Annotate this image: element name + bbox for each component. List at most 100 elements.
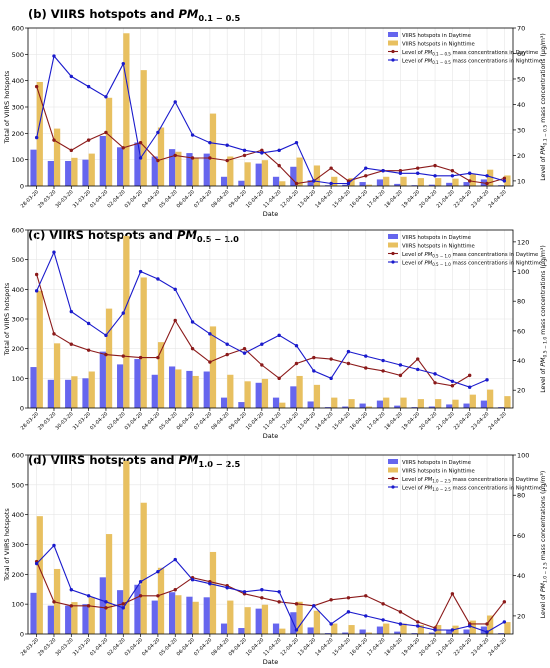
- chart-title-sub: 0.5 − 1.0: [197, 234, 239, 244]
- point-daytime: [52, 138, 56, 142]
- point-daytime: [86, 138, 91, 142]
- point-nighttime: [173, 557, 177, 562]
- point-daytime: [346, 179, 351, 183]
- legend-label-suffix: mass concentrations in Daytime: [451, 477, 538, 483]
- y-tick-label-right: 80: [517, 298, 525, 306]
- chart-title: (b) VIIRS hotspots and PM0.1 − 0.5: [28, 7, 241, 23]
- bar-daytime: [307, 401, 314, 408]
- bar-daytime: [255, 608, 262, 634]
- bar-nighttime: [71, 157, 78, 186]
- point-daytime: [121, 146, 125, 150]
- point-nighttime: [52, 250, 56, 254]
- bar-daytime: [117, 147, 124, 186]
- line-daytime: [36, 561, 505, 629]
- point-daytime: [225, 158, 229, 163]
- x-axis-label: Date: [263, 658, 279, 666]
- bar-daytime: [99, 135, 106, 186]
- legend-label-pm: PM: [424, 59, 432, 65]
- chart-panel-2: (d) VIIRS hotspots and PM1.0 − 2.5 0 100 20…: [3, 452, 549, 667]
- bar-daytime: [272, 397, 280, 408]
- point-nighttime: [346, 181, 351, 186]
- x-axis-label: Date: [263, 210, 279, 218]
- point-nighttime: [86, 84, 91, 89]
- bar-daytime: [498, 407, 505, 408]
- bar-daytime: [168, 149, 176, 186]
- bar-daytime: [82, 604, 89, 634]
- y-tick-label-left: 300: [12, 104, 24, 112]
- bar-nighttime: [157, 567, 165, 634]
- point-daytime: [121, 354, 125, 358]
- bar-daytime: [30, 592, 37, 634]
- point-daytime: [208, 360, 212, 364]
- point-nighttime: [277, 590, 281, 594]
- bar-daytime: [203, 597, 210, 634]
- bar-daytime: [186, 596, 193, 634]
- bar-daytime: [47, 379, 54, 408]
- point-daytime: [450, 592, 455, 596]
- line-nighttime: [36, 544, 505, 633]
- point-nighttime: [104, 600, 108, 604]
- bar-nighttime: [209, 551, 217, 634]
- legend-marker: [391, 260, 395, 264]
- point-daytime: [329, 166, 333, 170]
- point-daytime: [467, 179, 472, 183]
- point-daytime: [190, 346, 195, 351]
- bar-nighttime: [504, 622, 511, 634]
- point-daytime: [138, 594, 143, 598]
- bar-nighttime: [261, 160, 269, 186]
- bar-nighttime: [383, 176, 390, 186]
- bar-nighttime: [487, 169, 494, 186]
- legend-label-pm: PM: [424, 50, 432, 56]
- bar-daytime: [376, 179, 384, 186]
- y-tick-label-right: 50: [517, 75, 525, 83]
- point-nighttime: [416, 367, 420, 372]
- y-tick-label-left: 200: [12, 345, 24, 353]
- bar-nighttime: [435, 178, 442, 186]
- y-axis-label-right-prefix: Level of: [540, 367, 547, 393]
- bar-nighttime: [452, 399, 459, 408]
- bar-nighttime: [469, 174, 476, 186]
- y-tick-label-right: 80: [517, 492, 525, 500]
- bar-nighttime: [36, 290, 43, 408]
- bar-daytime: [220, 397, 228, 408]
- y-tick-label-left: 400: [12, 511, 24, 519]
- point-daytime: [450, 169, 455, 173]
- point-nighttime: [69, 588, 74, 592]
- y-tick-label-left: 500: [12, 481, 24, 489]
- point-daytime: [485, 622, 489, 626]
- bar-nighttime: [244, 162, 251, 186]
- bar-nighttime: [192, 157, 199, 186]
- bar-daytime: [411, 633, 418, 634]
- bar-daytime: [394, 183, 401, 186]
- bar-nighttime: [261, 604, 269, 634]
- point-nighttime: [485, 630, 489, 634]
- point-nighttime: [277, 333, 281, 338]
- bar-daytime: [376, 400, 384, 408]
- point-nighttime: [34, 289, 39, 293]
- point-nighttime: [364, 354, 368, 358]
- bar-daytime: [220, 623, 228, 634]
- point-nighttime: [121, 311, 125, 315]
- bar-daytime: [220, 176, 228, 186]
- point-nighttime: [242, 351, 247, 355]
- bar-daytime: [186, 153, 193, 186]
- bar-nighttime: [487, 389, 494, 408]
- legend-label: VIIRS hotspots in Nighttime: [402, 469, 475, 475]
- bar-daytime: [238, 180, 245, 186]
- bar-nighttime: [417, 625, 424, 634]
- bar-nighttime: [365, 632, 373, 634]
- point-nighttime: [416, 624, 420, 628]
- legend-label: VIIRS hotspots in Nighttime: [402, 42, 475, 48]
- bar-nighttime: [244, 607, 251, 634]
- legend-label: Level of PM0.1 − 0.5 mass concentrations…: [402, 50, 538, 56]
- bar-nighttime: [400, 176, 407, 186]
- bar-nighttime: [313, 384, 321, 408]
- bar-daytime: [82, 159, 89, 186]
- point-daytime: [104, 352, 108, 357]
- bar-nighttime: [261, 378, 269, 408]
- bar-nighttime: [71, 376, 78, 408]
- bar-nighttime: [383, 623, 390, 634]
- chart-panel-1: (c) VIIRS hotspots and PM0.5 − 1.0010020…: [3, 227, 549, 441]
- bar-nighttime: [88, 153, 95, 186]
- point-daytime: [294, 602, 299, 606]
